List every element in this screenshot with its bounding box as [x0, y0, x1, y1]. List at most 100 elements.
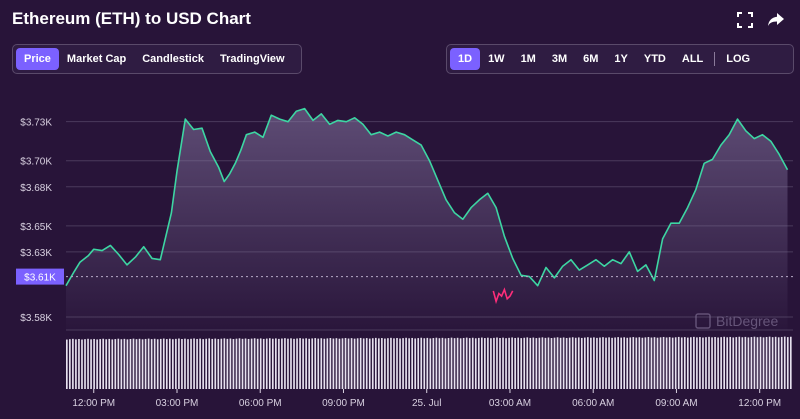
volume-bar	[647, 337, 650, 389]
volume-bar	[181, 339, 183, 389]
volume-bar	[786, 337, 789, 389]
volume-bar	[553, 337, 556, 389]
volume-bar	[577, 337, 580, 389]
volume-bar	[344, 337, 347, 389]
volume-bar	[544, 337, 547, 389]
range-tabs: 1D 1W 1M 3M 6M 1Y YTD ALL LOG	[446, 44, 794, 74]
volume-bar	[493, 337, 495, 389]
volume-bar	[574, 337, 577, 389]
volume-bar	[429, 338, 432, 389]
range-6m[interactable]: 6M	[583, 53, 599, 65]
volume-bar	[132, 338, 135, 389]
volume-bar	[420, 337, 423, 389]
volume-bar	[323, 338, 326, 389]
volume-bar	[562, 337, 565, 389]
volume-bar	[583, 337, 586, 389]
volume-bar	[414, 338, 417, 389]
volume-bar	[465, 337, 468, 389]
volume-bar	[223, 338, 226, 389]
current-price-label: $3.61K	[24, 273, 56, 284]
volume-bar	[108, 338, 111, 389]
volume-bar	[423, 338, 426, 389]
volume-bar	[66, 339, 68, 389]
volume-bar	[653, 337, 656, 389]
volume-bar	[532, 337, 535, 389]
range-1d[interactable]: 1D	[450, 48, 481, 70]
volume-bar	[756, 337, 759, 389]
volume-bar	[520, 338, 523, 389]
range-all[interactable]: ALL	[681, 53, 704, 65]
volume-bar	[287, 338, 289, 389]
volume-bar	[502, 337, 504, 389]
tab-market-cap[interactable]: Market Cap	[66, 53, 127, 65]
volume-bar	[159, 338, 162, 389]
volume-bar	[568, 337, 571, 389]
volume-bar	[214, 338, 217, 389]
fullscreen-icon[interactable]	[735, 10, 755, 30]
volume-bar	[247, 338, 250, 389]
x-tick-label: 09:00 PM	[322, 398, 365, 409]
volume-bar	[644, 337, 647, 389]
volume-bar	[471, 337, 474, 389]
volume-bar	[359, 337, 362, 389]
volume-bar	[350, 338, 353, 389]
volume-bar	[265, 338, 268, 389]
volume-bar	[93, 338, 95, 389]
volume-bar	[105, 339, 108, 389]
range-1y[interactable]: 1Y	[614, 53, 628, 65]
volume-bar	[296, 338, 298, 389]
volume-bar	[771, 337, 774, 389]
volume-bar	[559, 337, 562, 389]
volume-bar	[138, 338, 141, 389]
range-1m[interactable]: 1M	[520, 53, 536, 65]
volume-bar	[335, 338, 338, 389]
tab-price[interactable]: Price	[16, 48, 59, 70]
tab-candlestick[interactable]: Candlestick	[142, 53, 204, 65]
volume-bar	[441, 337, 444, 389]
volume-bar	[365, 338, 368, 389]
volume-bar	[165, 339, 168, 389]
volume-bar	[232, 339, 235, 389]
volume-bar	[202, 339, 204, 389]
tab-tradingview[interactable]: TradingView	[219, 53, 285, 65]
volume-bar	[556, 337, 559, 389]
share-arrow-icon[interactable]	[766, 10, 786, 30]
volume-bar	[765, 336, 768, 389]
volume-bar	[75, 339, 77, 389]
range-3m[interactable]: 3M	[551, 53, 568, 65]
volume-bar	[668, 337, 671, 389]
watermark-text: BitDegree	[716, 313, 778, 329]
volume-bar	[435, 337, 438, 389]
volume-bar	[714, 336, 716, 389]
volume-bar	[408, 338, 410, 389]
price-area-fill	[66, 108, 788, 330]
volume-bar	[253, 338, 256, 389]
volume-bar	[662, 336, 665, 389]
volume-bar	[353, 338, 356, 389]
volume-bar	[244, 338, 247, 389]
volume-bar	[671, 337, 674, 389]
y-tick-label: $3.73K	[20, 118, 52, 129]
volume-bar	[211, 338, 214, 389]
volume-bar	[580, 337, 583, 389]
volume-bar	[590, 337, 592, 389]
volume-bar	[456, 337, 459, 389]
volume-bar	[741, 337, 744, 389]
range-ytd[interactable]: YTD	[643, 53, 666, 65]
volume-bar	[102, 338, 105, 389]
log-toggle[interactable]: LOG	[726, 53, 751, 65]
price-line-down-segment	[492, 287, 514, 305]
volume-bar	[259, 338, 262, 389]
volume-bar	[605, 337, 607, 389]
volume-bar	[402, 338, 404, 389]
volume-bar	[426, 337, 429, 389]
volume-bar	[680, 337, 683, 389]
y-tick-label: $3.63K	[20, 248, 52, 259]
volume-bar	[777, 337, 780, 389]
volume-bar	[484, 338, 486, 389]
range-1w[interactable]: 1W	[488, 53, 505, 65]
volume-bar	[326, 338, 329, 389]
volume-bar	[529, 337, 532, 389]
volume-bar	[362, 338, 365, 389]
